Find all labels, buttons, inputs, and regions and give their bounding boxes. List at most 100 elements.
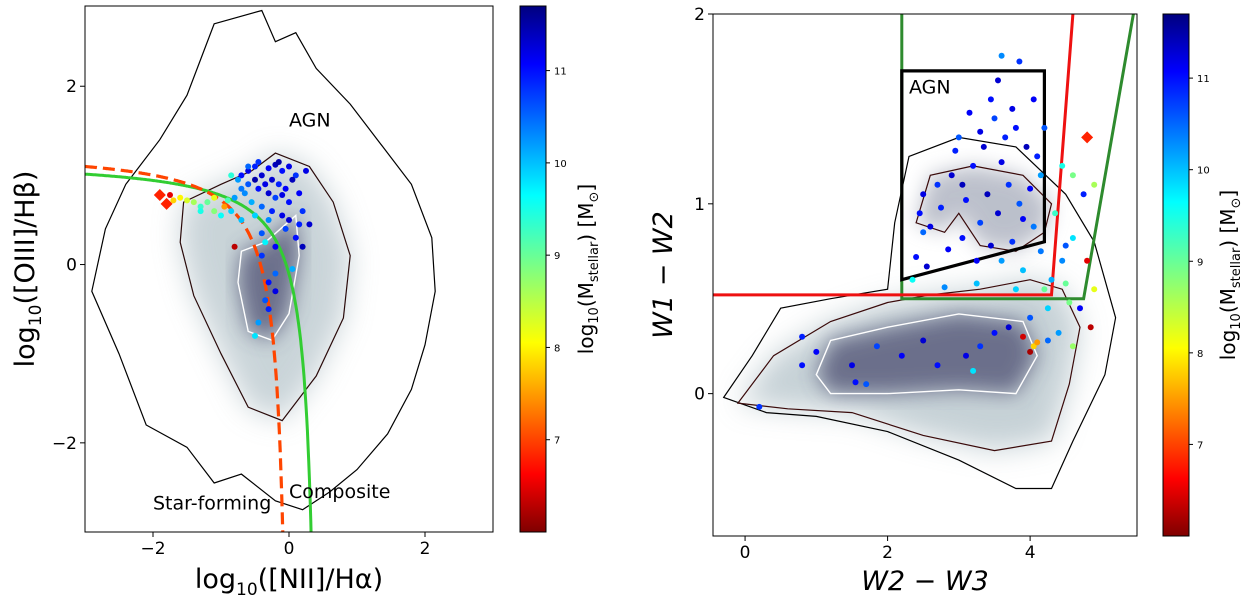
data-point: [977, 128, 984, 135]
data-point: [923, 263, 930, 270]
data-point: [275, 159, 282, 165]
data-point: [948, 172, 955, 179]
data-point: [235, 176, 241, 183]
data-point: [955, 134, 962, 141]
data-point: [238, 185, 245, 192]
data-point: [1048, 276, 1055, 283]
highlighted-diamond-point: [153, 189, 166, 202]
colorbar-tick-label: 10: [554, 159, 567, 170]
data-point: [1062, 242, 1069, 249]
data-point: [1037, 172, 1044, 179]
wise-region-labels: AGN: [909, 77, 951, 99]
wise-y-tick-label: 0: [694, 385, 705, 405]
data-point: [998, 159, 1005, 166]
data-point: [920, 337, 927, 344]
data-point: [987, 96, 994, 103]
data-point: [252, 332, 258, 339]
data-point: [959, 181, 966, 188]
data-point: [916, 210, 923, 217]
data-point: [1030, 343, 1037, 350]
data-point: [292, 234, 299, 241]
data-point: [970, 162, 977, 169]
red-selection-line: [713, 14, 1075, 297]
data-point: [231, 194, 238, 201]
data-point: [228, 172, 235, 179]
data-point: [262, 239, 269, 246]
highlighted-diamond-point: [160, 197, 173, 210]
mid-contour: [736, 279, 1081, 452]
data-point: [991, 329, 998, 336]
data-point: [279, 167, 286, 174]
data-point: [1091, 181, 1098, 188]
data-point: [998, 52, 1005, 59]
data-point: [1069, 235, 1076, 241]
colorbar-gradient: [1162, 13, 1190, 537]
data-point: [995, 210, 1001, 217]
data-point: [248, 199, 255, 206]
data-point: [197, 203, 204, 210]
data-point: [286, 163, 292, 170]
colorbar-tick-label: 11: [554, 67, 567, 78]
data-point: [1080, 191, 1087, 198]
data-point: [265, 217, 272, 223]
highlighted-diamond-point: [1081, 131, 1094, 144]
data-point: [221, 203, 228, 210]
data-point: [849, 362, 855, 369]
data-point: [272, 288, 279, 295]
colorbar-ticks: 7 8 9 10 11: [546, 67, 567, 447]
data-point: [920, 191, 927, 198]
bpt-region-label: Composite: [289, 481, 390, 503]
data-point: [197, 208, 204, 215]
wise-y-tick-label: 2: [694, 5, 705, 25]
data-point: [1062, 280, 1069, 287]
data-point: [238, 172, 245, 179]
data-point: [170, 197, 177, 204]
data-point: [1052, 210, 1059, 217]
wise-x-tick-label: 2: [882, 543, 893, 563]
data-point: [920, 229, 927, 236]
data-point: [184, 197, 190, 204]
colorbar-tick-label: 8: [554, 343, 560, 354]
data-point: [1059, 162, 1066, 169]
colorbar-gradient: [519, 5, 547, 533]
data-point: [258, 252, 265, 259]
data-point: [1027, 185, 1034, 192]
bpt-x-tick-label: 2: [420, 539, 431, 559]
data-point: [1034, 153, 1041, 160]
data-point: [272, 270, 279, 277]
data-point: [991, 115, 998, 122]
data-point: [980, 143, 987, 150]
wise-y-axis-label: W1 − W2: [648, 211, 679, 339]
bpt-x-axis-label: log10([NII]/Hα): [195, 564, 383, 599]
bpt-y-axis-label: log10([OIII]/Hβ): [10, 171, 46, 368]
wise-x-tick-label: 0: [740, 543, 751, 563]
wise-panel: 0 2 4 0 1 2 AGN W2 − W3 W1 − W2: [648, 5, 1138, 597]
data-point: [269, 176, 275, 183]
bpt-y-tick-label: −2: [52, 434, 77, 454]
data-point: [1030, 223, 1037, 230]
data-point: [279, 192, 286, 198]
data-point: [255, 159, 262, 165]
wise-ticks: 0 2 4 0 1 2: [694, 5, 1035, 563]
data-point: [252, 212, 258, 219]
data-point: [1030, 96, 1037, 103]
agn-selection-box: [900, 69, 1046, 282]
data-point: [799, 333, 806, 340]
data-point: [224, 197, 231, 204]
wise-region-label: AGN: [909, 77, 951, 99]
data-point: [898, 352, 905, 359]
bpt-colorbar: 7 8 9 10 11 log10(Mstellar) [M⊙]: [519, 5, 602, 533]
data-point: [1041, 124, 1048, 131]
data-point: [995, 77, 1001, 84]
bpt-x-tick-label: −2: [140, 539, 165, 559]
data-point: [1066, 299, 1073, 306]
data-point: [269, 208, 275, 215]
data-point: [1077, 305, 1083, 312]
data-point: [963, 197, 969, 203]
data-point: [258, 172, 265, 179]
colorbar-ticks: 7 8 9 10 11: [1189, 74, 1210, 451]
data-point: [913, 254, 920, 260]
data-point: [977, 343, 984, 350]
data-point: [289, 176, 296, 183]
